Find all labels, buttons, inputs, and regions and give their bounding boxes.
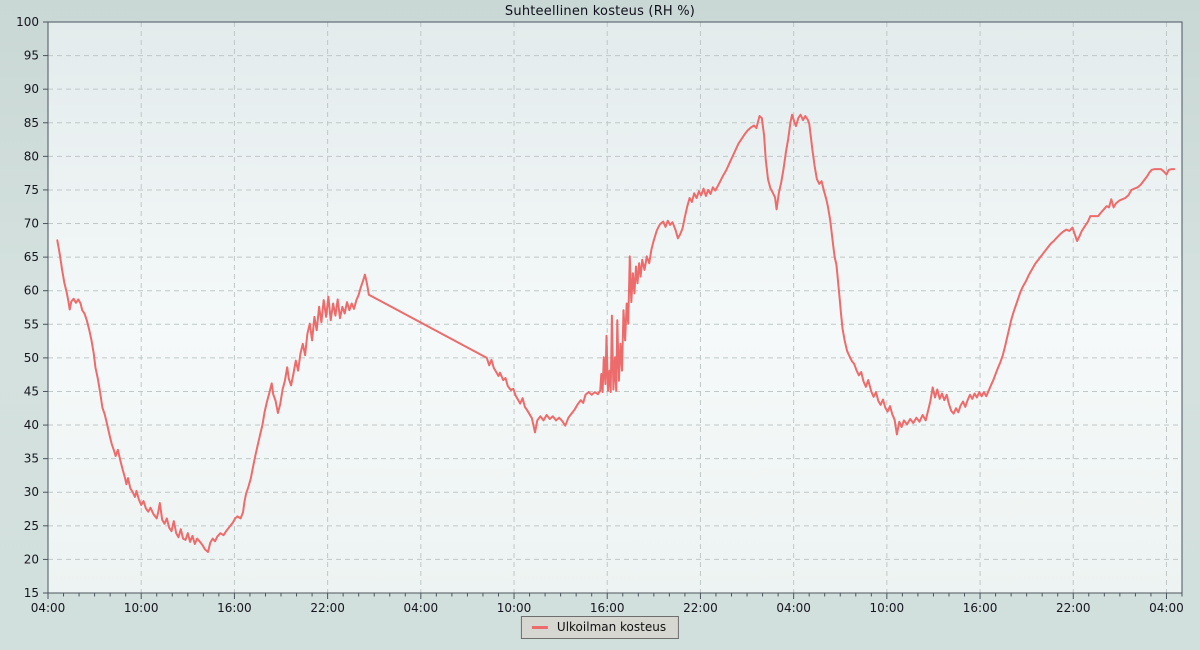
x-tick-label: 10:00 <box>497 601 532 615</box>
x-tick-label: 04:00 <box>404 601 439 615</box>
chart-title: Suhteellinen kosteus (RH %) <box>504 4 696 19</box>
plot-area <box>48 22 1182 593</box>
x-tick-label: 04:00 <box>776 601 811 615</box>
y-tick-label: 75 <box>24 183 39 197</box>
y-tick-label: 90 <box>24 82 39 96</box>
x-tick-label: 04:00 <box>1149 601 1184 615</box>
y-tick-label: 35 <box>24 452 39 466</box>
y-tick-label: 60 <box>24 284 39 298</box>
legend: Ulkoilman kosteus <box>520 616 680 639</box>
y-tick-label: 65 <box>24 250 39 264</box>
x-tick-label: 22:00 <box>1056 601 1091 615</box>
y-tick-label: 100 <box>16 15 39 29</box>
y-tick-label: 95 <box>24 49 39 63</box>
x-tick-label: 22:00 <box>683 601 718 615</box>
x-tick-label: 10:00 <box>124 601 159 615</box>
y-tick-label: 25 <box>24 519 39 533</box>
series-line-marker-icon <box>531 625 548 629</box>
gridlines <box>48 22 1182 593</box>
y-tick-label: 45 <box>24 384 39 398</box>
y-tick-label: 50 <box>24 351 39 365</box>
plot-border <box>47 21 1183 594</box>
x-axis: 04:00 10:00 16:00 22:00 04:00 10:00 16:00 22:00… <box>31 593 1184 615</box>
y-tick-label: 30 <box>24 485 39 499</box>
y-tick-label: 55 <box>24 317 39 331</box>
x-tick-label: 16:00 <box>590 601 625 615</box>
x-tick-label: 10:00 <box>870 601 905 615</box>
y-tick-label: 85 <box>24 116 39 130</box>
y-tick-label: 80 <box>24 149 39 163</box>
x-tick-label: 04:00 <box>31 601 66 615</box>
x-tick-label: 16:00 <box>963 601 998 615</box>
y-axis: 100 95 90 85 80 75 70 65 60 55 50 45 40 35 30 25 20 15 <box>16 15 48 600</box>
humidity-series-line <box>56 113 1176 553</box>
y-tick-label: 20 <box>24 552 39 566</box>
x-tick-label: 22:00 <box>310 601 345 615</box>
y-tick-label: 15 <box>24 586 39 600</box>
legend-label: Ulkoilman kosteus <box>556 620 667 634</box>
y-tick-label: 70 <box>24 217 39 231</box>
x-tick-label: 16:00 <box>217 601 252 615</box>
y-tick-label: 40 <box>24 418 39 432</box>
